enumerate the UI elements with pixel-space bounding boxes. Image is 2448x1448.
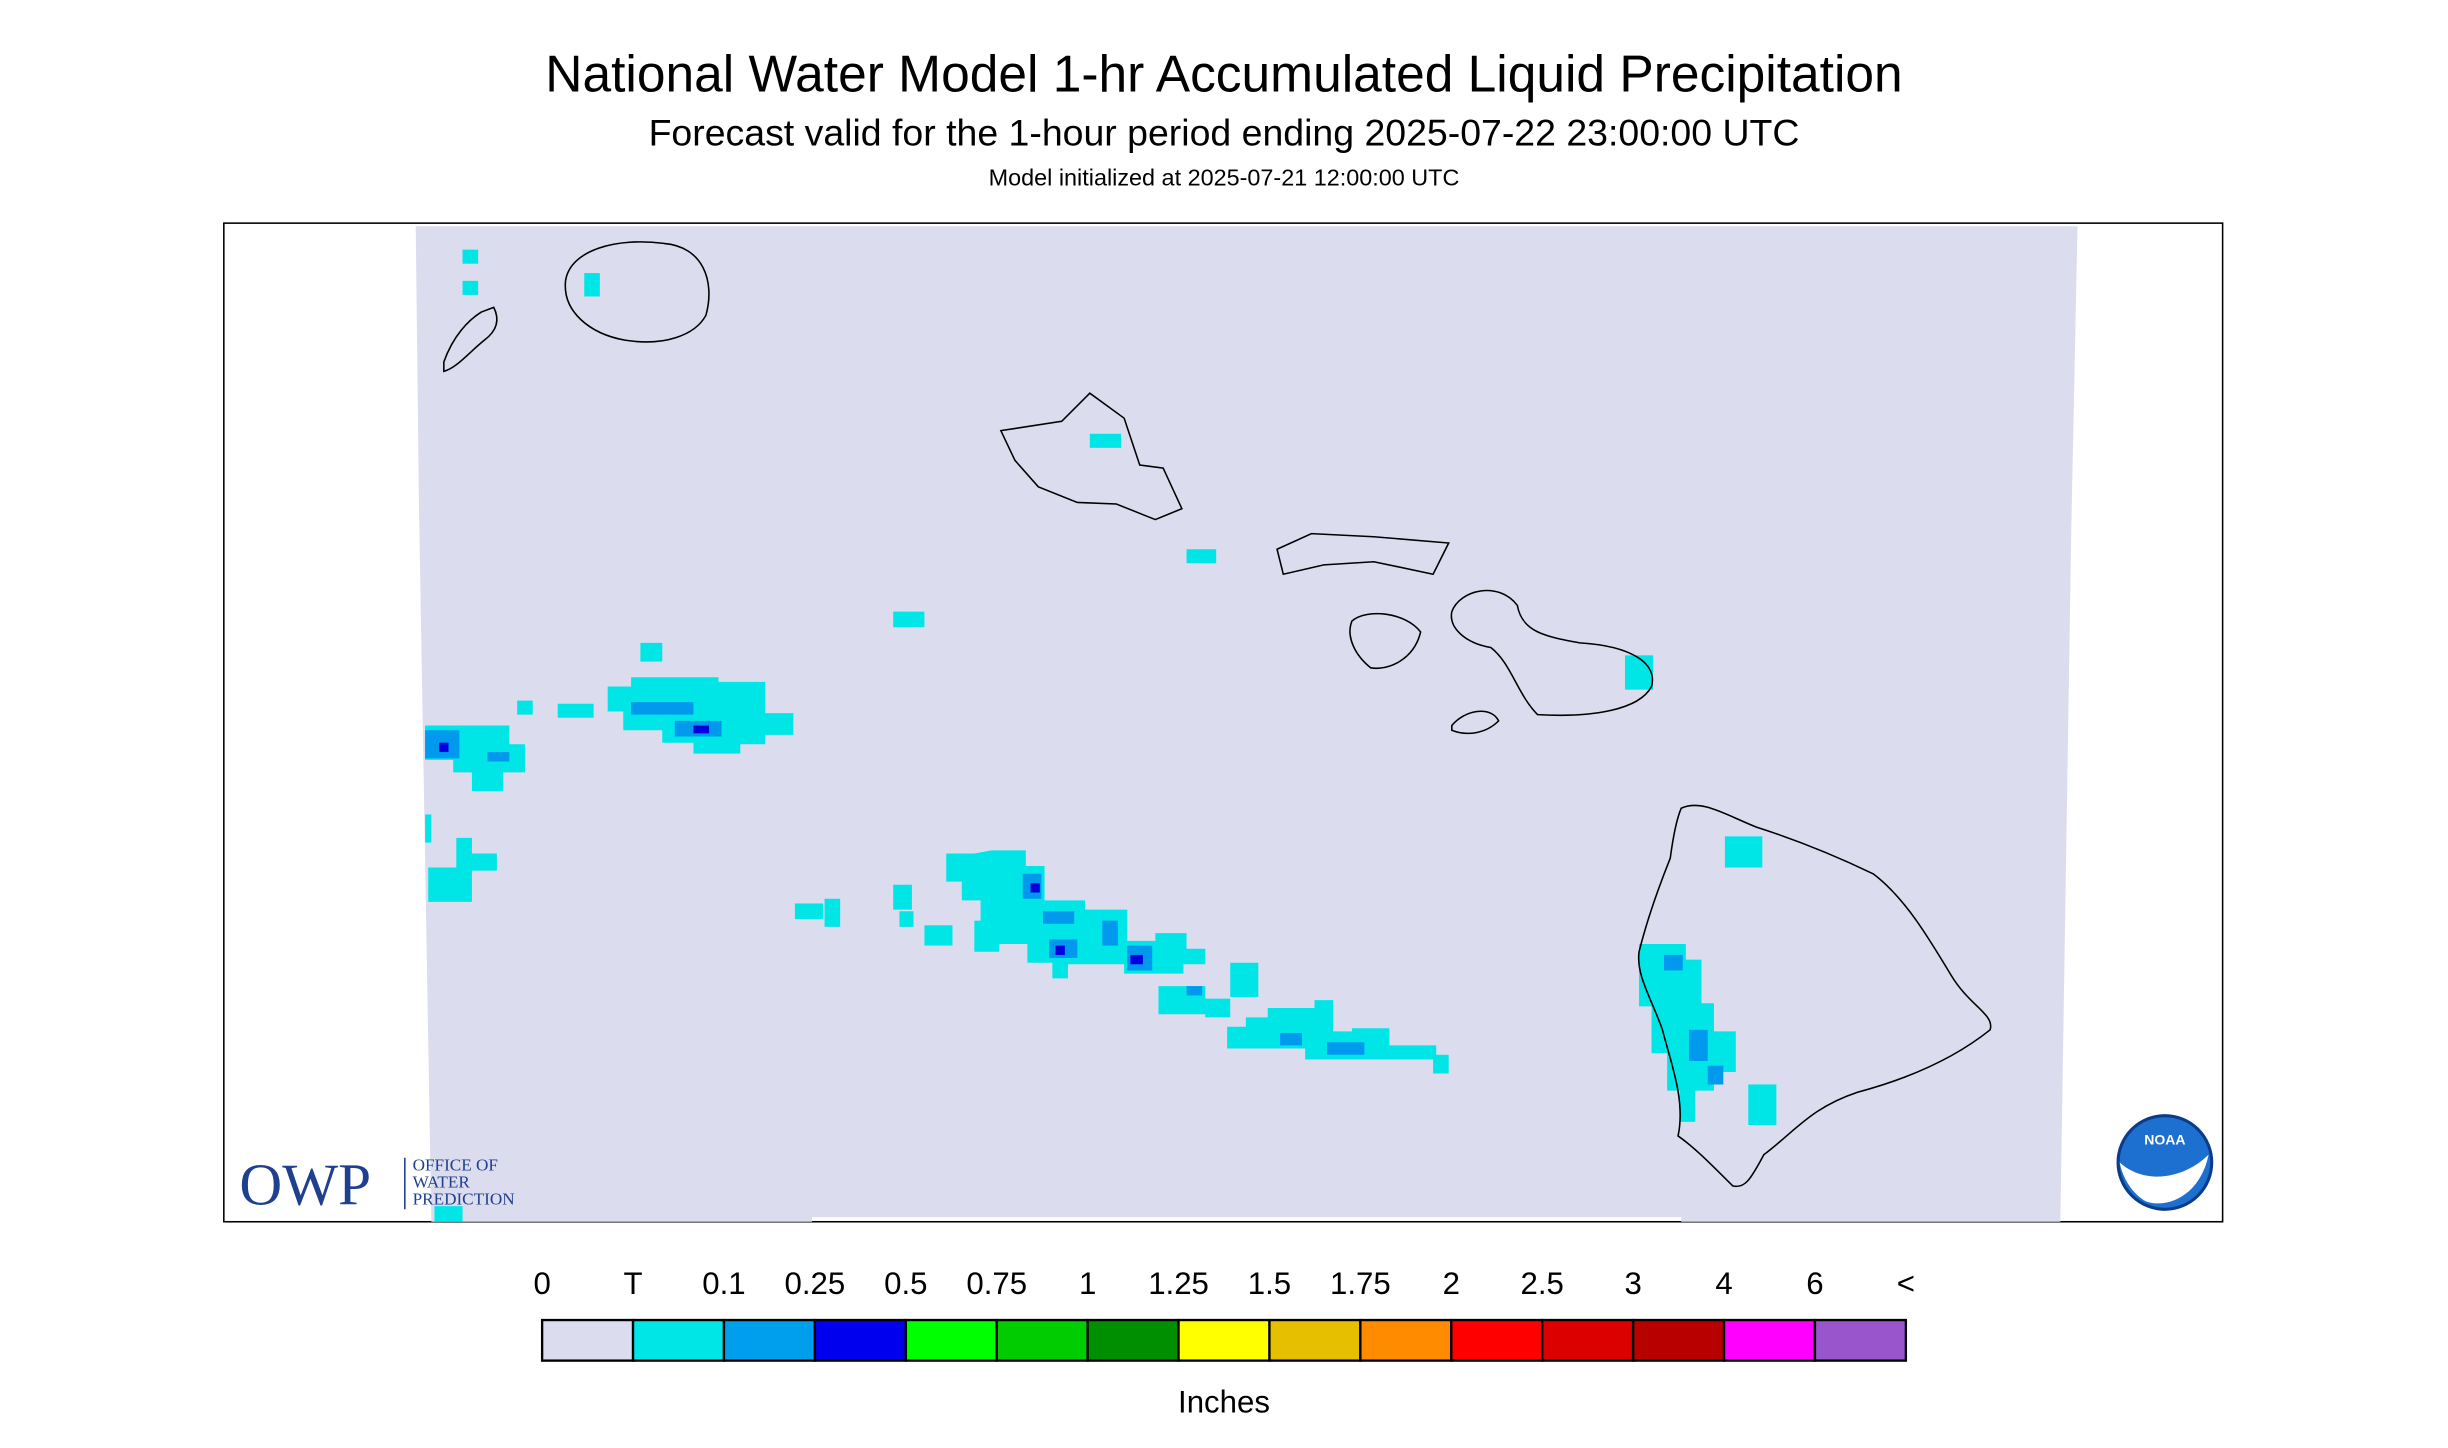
noaa-text: NOAA — [2144, 1131, 2185, 1147]
colorbar-swatch — [813, 1318, 907, 1362]
island-outlines — [443, 241, 1992, 1188]
colorbar-swatch — [631, 1318, 726, 1362]
colorbar-label: 1.75 — [1330, 1266, 1391, 1301]
colorbar-swatch — [1086, 1318, 1180, 1362]
noaa-logo: NOAA — [2116, 1114, 2214, 1211]
colorbar-label: T — [624, 1266, 643, 1301]
colorbar-swatch — [1631, 1318, 1726, 1362]
colorbar: 0 T 0.1 0.25 0.5 0.75 1 1.25 1.5 1.75 2 2.5 3 4 6 < — [533, 1266, 1915, 1362]
colorbar-label: < — [1897, 1266, 1915, 1301]
colorbar-swatch — [1813, 1318, 1908, 1362]
colorbar-label: 0.25 — [785, 1266, 846, 1301]
init-time: Model initialized at 2025-07-21 12:00:00… — [989, 165, 1460, 191]
colorbar-label: 0 — [533, 1266, 550, 1301]
colorbar-label: 2 — [1443, 1266, 1460, 1301]
owp-abbr: OWP — [239, 1152, 371, 1218]
colorbar-unit: Inches — [1178, 1385, 1270, 1420]
colorbar-swatch — [1541, 1318, 1635, 1362]
colorbar-swatch — [1177, 1318, 1271, 1362]
colorbar-swatch — [540, 1318, 635, 1362]
owp-line: PREDICTION — [413, 1190, 515, 1209]
colorbar-swatch — [904, 1318, 998, 1362]
colorbar-swatch — [1450, 1318, 1544, 1362]
colorbar-label: 2.5 — [1521, 1266, 1564, 1301]
colorbar-label: 1.5 — [1248, 1266, 1291, 1301]
colorbar-swatch — [995, 1318, 1089, 1362]
colorbar-label: 1.25 — [1148, 1266, 1209, 1301]
precip-areas — [425, 249, 1777, 1222]
colorbar-label: 4 — [1715, 1266, 1732, 1301]
subtitle: Forecast valid for the 1-hour period end… — [649, 112, 1800, 154]
colorbar-label: 3 — [1624, 1266, 1641, 1301]
colorbar-swatch — [1268, 1318, 1362, 1362]
owp-line: WATER — [413, 1172, 471, 1191]
colorbar-swatch — [722, 1318, 817, 1362]
colorbar-swatch — [1722, 1318, 1817, 1362]
owp-logo: OWP OFFICE OF WATER PREDICTION — [239, 1152, 514, 1218]
colorbar-label: 0.75 — [966, 1266, 1027, 1301]
colorbar-label: 0.1 — [702, 1266, 745, 1301]
owp-line: OFFICE OF — [413, 1155, 498, 1174]
title: National Water Model 1-hr Accumulated Li… — [545, 45, 1902, 103]
colorbar-swatch — [1359, 1318, 1453, 1362]
colorbar-label: 1 — [1079, 1266, 1096, 1301]
colorbar-label: 0.5 — [884, 1266, 927, 1301]
colorbar-label: 6 — [1806, 1266, 1823, 1301]
